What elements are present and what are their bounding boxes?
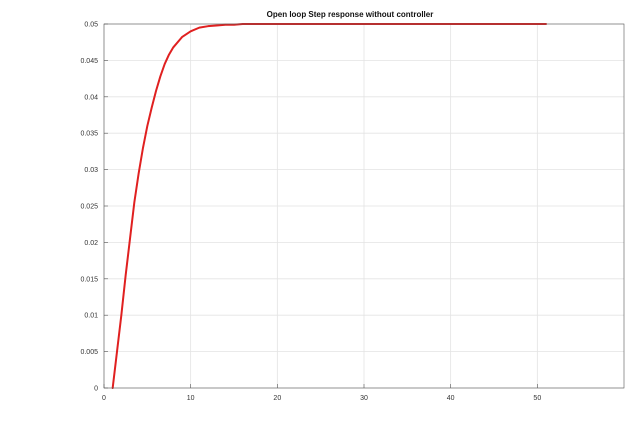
y-tick-label: 0.005 [80, 349, 98, 356]
x-tick-label: 40 [447, 395, 455, 402]
y-tick-label: 0.03 [84, 167, 98, 174]
tick-labels: 0 10 20 30 40 50 0 0.005 0.01 0.015 0.02 0.025 0.03 0… [80, 22, 541, 403]
y-tick-label: 0.015 [80, 276, 98, 283]
x-tick-label: 30 [360, 395, 368, 402]
y-tick-label: 0.05 [84, 22, 98, 29]
y-tick-label: 0.035 [80, 131, 98, 138]
x-tick-label: 10 [187, 395, 195, 402]
grid-lines [103, 23, 624, 389]
chart-title: Open loop Step response without controll… [267, 10, 434, 19]
y-tick-label: 0.04 [84, 94, 98, 101]
y-tick-label: 0.045 [80, 58, 98, 65]
x-tick-label: 20 [273, 395, 281, 402]
y-tick-label: 0.01 [84, 313, 98, 320]
y-tick-label: 0.025 [80, 204, 98, 211]
x-tick-label: 0 [102, 395, 106, 402]
y-tick-label: 0 [94, 386, 98, 393]
y-tick-label: 0.02 [84, 240, 98, 247]
x-tick-label: 50 [533, 395, 541, 402]
